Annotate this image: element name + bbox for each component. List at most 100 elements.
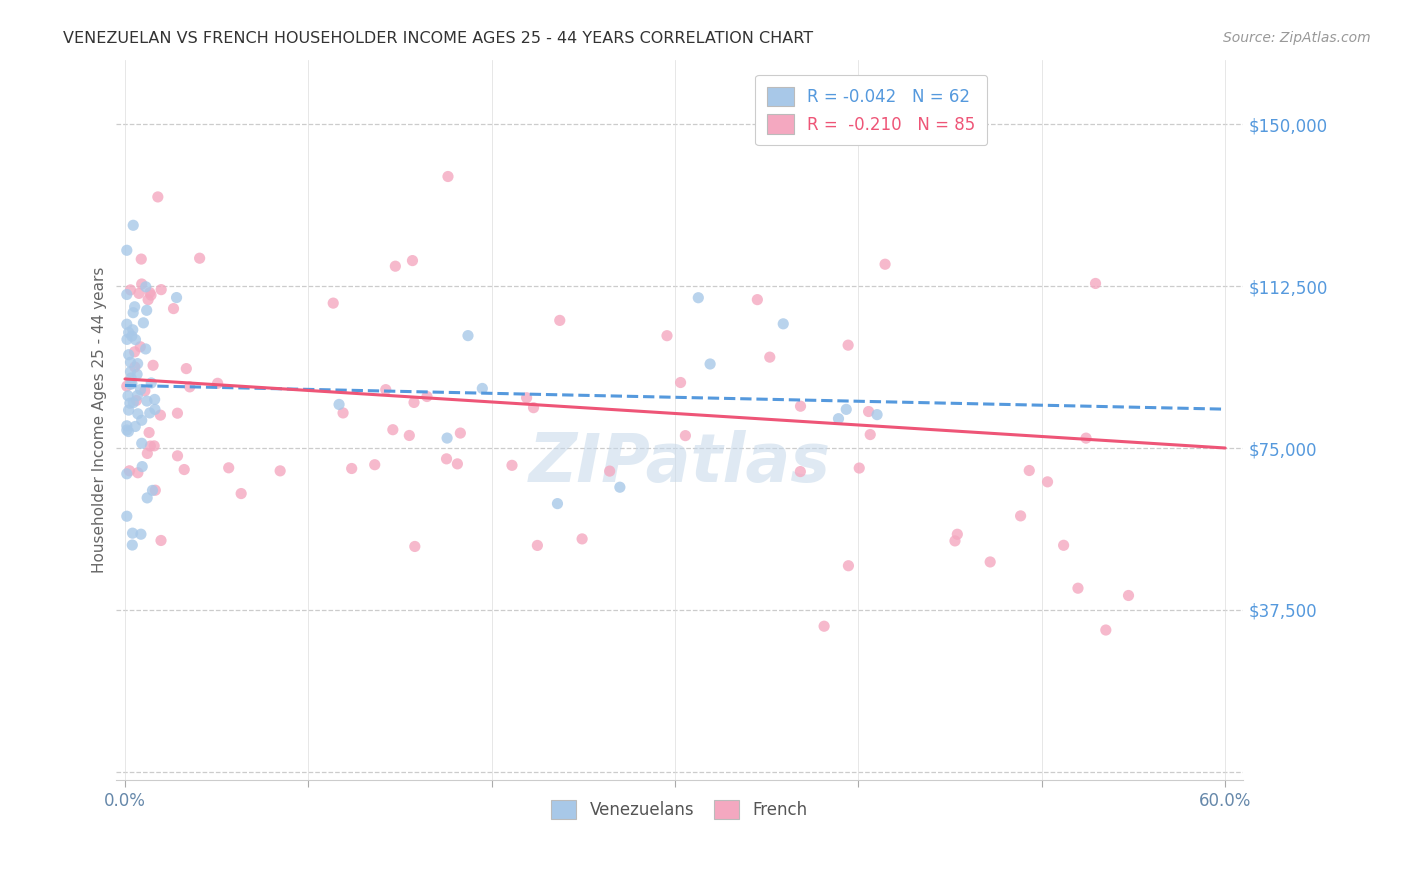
Point [129,527,152,541]
Point [207,376,229,391]
Point [401,253,423,268]
Point [149,408,172,422]
Point [117,425,139,439]
Point [1018,463,1040,477]
Point [125,393,148,408]
Point [117,389,139,403]
Point [121,329,143,343]
Point [121,323,143,337]
Text: Source: ZipAtlas.com: Source: ZipAtlas.com [1223,31,1371,45]
Point [124,419,146,434]
Point [231,486,253,500]
Point [813,619,835,633]
Point [848,461,870,475]
Point [124,344,146,359]
Point [136,293,159,307]
Point [141,376,163,390]
Point [115,244,138,258]
Point [121,376,143,391]
Legend: Venezuelans, French: Venezuelans, French [544,794,814,826]
Point [398,428,420,442]
Point [943,533,966,548]
Point [136,394,159,409]
Point [699,357,721,371]
Point [131,413,153,427]
Point [115,332,138,346]
Point [120,355,142,369]
Point [827,411,849,425]
Point [322,296,344,310]
Point [115,418,138,433]
Point [522,401,544,415]
Point [837,338,859,352]
Point [437,169,460,184]
Point [135,342,157,356]
Point [134,384,156,398]
Point [1010,508,1032,523]
Point [124,359,146,374]
Point [436,451,458,466]
Point [162,301,184,316]
Point [188,251,211,265]
Point [866,408,889,422]
Point [688,291,710,305]
Point [546,497,568,511]
Point [1095,623,1118,637]
Point [139,285,162,300]
Point [875,257,897,271]
Point [127,466,149,480]
Point [115,467,138,481]
Point [115,317,138,331]
Point [404,540,426,554]
Point [218,460,240,475]
Point [837,558,859,573]
Point [131,277,153,291]
Point [173,462,195,476]
Point [129,252,152,266]
Point [1036,475,1059,489]
Point [789,465,811,479]
Point [179,380,201,394]
Point [548,313,571,327]
Point [120,371,142,385]
Point [124,300,146,314]
Point [416,390,439,404]
Point [135,280,157,294]
Point [146,190,169,204]
Point [120,377,142,392]
Point [402,395,425,409]
Point [115,287,138,301]
Point [127,407,149,421]
Point [1118,589,1140,603]
Point [501,458,523,473]
Point [127,388,149,402]
Point [122,395,145,409]
Point [120,283,142,297]
Point [166,291,188,305]
Point [142,359,165,373]
Point [176,361,198,376]
Point [1052,538,1074,552]
Point [526,538,548,552]
Point [139,439,162,453]
Point [384,259,406,273]
Point [122,219,145,233]
Point [121,526,143,541]
Point [471,381,494,395]
Point [128,286,150,301]
Point [115,509,138,524]
Point [979,555,1001,569]
Point [118,464,141,478]
Point [166,449,188,463]
Point [571,532,593,546]
Point [166,406,188,420]
Point [143,483,166,498]
Point [139,288,162,302]
Point [131,459,153,474]
Point [609,480,631,494]
Point [364,458,387,472]
Point [141,483,163,498]
Y-axis label: Householder Income Ages 25 - 44 years: Householder Income Ages 25 - 44 years [93,267,107,574]
Point [446,457,468,471]
Point [129,340,152,354]
